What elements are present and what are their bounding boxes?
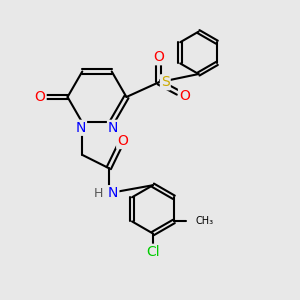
Text: O: O — [179, 88, 190, 103]
Text: O: O — [35, 90, 46, 104]
Text: N: N — [108, 186, 119, 200]
Text: N: N — [76, 121, 86, 135]
Text: O: O — [117, 134, 128, 148]
Text: O: O — [153, 50, 164, 64]
Text: Cl: Cl — [146, 245, 160, 259]
Text: S: S — [161, 75, 170, 89]
Text: CH₃: CH₃ — [195, 216, 213, 226]
Text: N: N — [108, 121, 119, 135]
Text: H: H — [94, 187, 103, 200]
